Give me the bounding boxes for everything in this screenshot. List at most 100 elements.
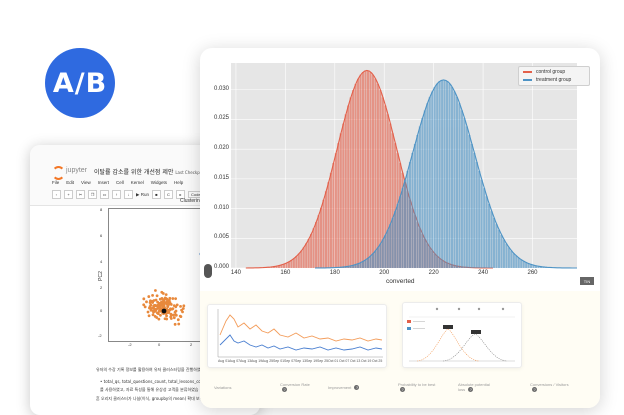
- histogram-bar: [394, 211, 396, 268]
- timeseries-x-tick: Oct 01: [328, 359, 338, 363]
- menu-view[interactable]: View: [81, 180, 91, 185]
- info-icon[interactable]: ?: [532, 387, 537, 392]
- scatter-point: [147, 311, 150, 314]
- menu-cell[interactable]: Cell: [116, 180, 124, 185]
- histogram-bar: [481, 180, 483, 268]
- histogram-bar: [374, 251, 376, 268]
- restart-button[interactable]: C: [164, 190, 173, 199]
- scatter-point: [174, 297, 177, 300]
- histogram-bar: [369, 72, 371, 268]
- legend-item-treatment: treatment group: [523, 77, 571, 83]
- save-button[interactable]: ▫: [52, 190, 61, 199]
- histogram-bar: [436, 84, 438, 268]
- histogram-bar: [389, 224, 391, 268]
- menu-edit[interactable]: Edit: [66, 180, 74, 185]
- histogram-bar: [379, 244, 381, 268]
- histogram-bar: [352, 90, 354, 268]
- scatter-point: [166, 300, 169, 303]
- move-down-button[interactable]: ↓: [124, 190, 133, 199]
- density-line: [315, 80, 577, 268]
- histogram-bar: [293, 258, 295, 268]
- histogram-bar: [434, 87, 436, 268]
- timeseries-svg: [208, 305, 386, 367]
- run-button[interactable]: ▶ Run: [136, 192, 149, 198]
- run-label: Run: [141, 192, 149, 197]
- histogram-bar: [513, 253, 515, 268]
- histogram-bar: [468, 135, 470, 268]
- histogram-bar: [313, 228, 315, 268]
- stop-button[interactable]: ■: [152, 190, 161, 199]
- cluster-y-tick: 6: [100, 233, 102, 238]
- histogram-bar: [463, 118, 465, 268]
- paste-button[interactable]: ▭: [100, 190, 109, 199]
- x-tick-label: 240: [473, 270, 493, 276]
- scatter-point: [156, 294, 159, 297]
- scatter-point: [171, 297, 174, 300]
- menu-help[interactable]: Help: [174, 180, 183, 185]
- column-header-text: Probability to be best: [398, 382, 435, 387]
- notebook-title-text: 이탈률 감소를 위한 개선점 제안: [94, 169, 173, 176]
- histogram-bar: [367, 258, 369, 268]
- menu-file[interactable]: File: [52, 180, 59, 185]
- timeseries-x-tick: Sep 19: [306, 359, 317, 363]
- copy-button[interactable]: ❐: [88, 190, 97, 199]
- menu-kernel[interactable]: Kernel: [131, 180, 144, 185]
- histogram-bar: [298, 254, 300, 268]
- y-tick-label: 0.020: [207, 145, 229, 151]
- column-header-conversion-rate: Conversion Rate ?: [280, 382, 310, 392]
- move-up-button[interactable]: ↑: [112, 190, 121, 199]
- scatter-point: [177, 318, 180, 321]
- timeseries-x-tick: Oct 07: [339, 359, 349, 363]
- info-icon[interactable]: ?: [468, 387, 473, 392]
- scatter-point: [153, 307, 156, 310]
- histogram-bar: [367, 71, 369, 268]
- scatter-point: [151, 301, 154, 304]
- info-icon[interactable]: ?: [354, 385, 359, 390]
- histogram-bar: [320, 208, 322, 268]
- histogram-bar: [414, 144, 416, 268]
- cut-button[interactable]: ✂: [76, 190, 85, 199]
- histogram-bar: [453, 91, 455, 268]
- menu-insert[interactable]: Insert: [98, 180, 109, 185]
- histogram-bar: [350, 97, 352, 268]
- column-header-improvement: Improvement ?: [328, 385, 359, 390]
- histogram-bar: [362, 72, 364, 268]
- column-header-text: Conversions / Visitors: [530, 382, 569, 387]
- histogram-bar: [476, 162, 478, 268]
- add-cell-button[interactable]: +: [64, 190, 73, 199]
- x-tick-label: 220: [424, 270, 444, 276]
- scatter-point: [160, 291, 163, 294]
- notebook-menu-bar: File Edit View Insert Cell Kernel Widget…: [52, 180, 183, 185]
- histogram-bar: [330, 173, 332, 268]
- column-header-potential-loss: Absolute potential loss ?: [458, 382, 496, 392]
- scatter-point: [169, 307, 172, 310]
- cluster-y-tick: 4: [100, 259, 102, 264]
- histogram-bar: [429, 97, 431, 268]
- scatter-point: [179, 305, 182, 308]
- histogram-bar: [419, 126, 421, 268]
- info-icon[interactable]: ?: [282, 387, 287, 392]
- menu-widgets[interactable]: Widgets: [151, 180, 167, 185]
- scatter-point: [157, 318, 160, 321]
- legend-item-control: control group: [523, 69, 565, 75]
- timeseries-x-tick: Aug 13: [240, 359, 251, 363]
- scatter-point: [165, 318, 168, 321]
- cluster-plot-y-label: PC2: [98, 271, 104, 281]
- timeseries-x-tick: Sep 25: [317, 359, 328, 363]
- notebook-title[interactable]: 이탈률 감소를 위한 개선점 제안 Last Checkpoint: 지난: [94, 167, 217, 176]
- scroll-handle[interactable]: [204, 264, 212, 278]
- histogram-bar: [374, 79, 376, 268]
- legend-label: control group: [536, 69, 565, 75]
- posterior-distribution-panel: [402, 302, 522, 368]
- cluster-y-tick: 2: [100, 285, 102, 290]
- corner-badge: TIN: [580, 277, 594, 285]
- y-tick-label: 0.010: [207, 205, 229, 211]
- histogram-bar: [491, 211, 493, 268]
- histogram-bar: [510, 251, 512, 268]
- cluster-y-tick: -2: [98, 333, 102, 338]
- info-icon[interactable]: ?: [400, 387, 405, 392]
- scatter-point: [164, 297, 167, 300]
- cluster-plot-title: Clusterin: [180, 198, 200, 204]
- histogram-bar: [322, 200, 324, 268]
- scatter-point: [150, 309, 153, 312]
